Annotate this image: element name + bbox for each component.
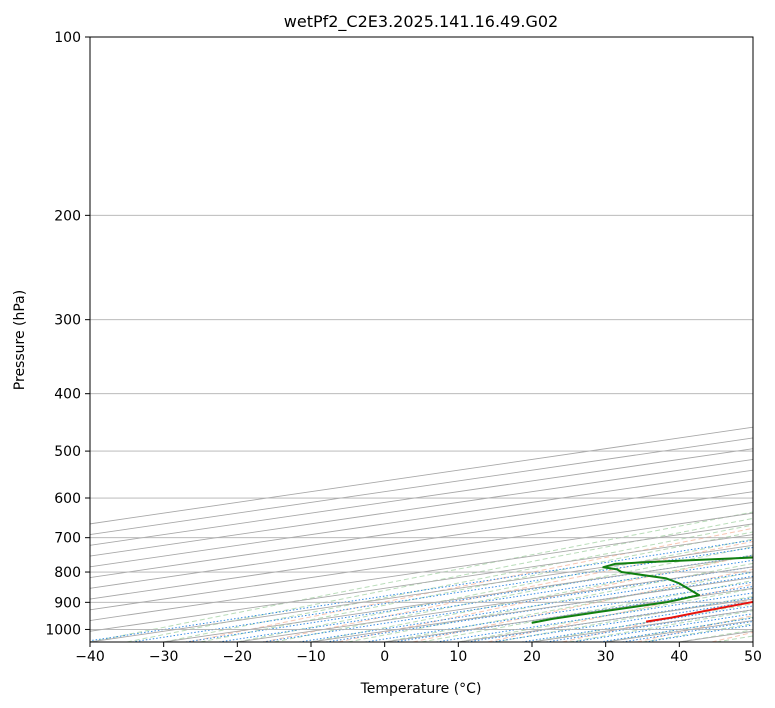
chart-title: wetPf2_C2E3.2025.141.16.49.G02 — [284, 12, 558, 32]
y-tick-label: 300 — [54, 313, 81, 329]
dry-adiabat-line — [188, 527, 753, 642]
mixing-ratio-line — [572, 613, 753, 642]
y-tick-label: 200 — [54, 208, 81, 224]
isotherm-line — [90, 458, 753, 557]
x-tick-label: 40 — [670, 649, 688, 665]
mixing-ratio-line — [262, 566, 753, 642]
isotherm-line — [90, 480, 753, 579]
x-tick-label: −40 — [75, 649, 105, 665]
mixing-ratio-line — [365, 581, 753, 642]
x-tick-label: 30 — [597, 649, 615, 665]
y-tick-label: 900 — [54, 595, 81, 611]
y-tick-label: 100 — [54, 30, 81, 46]
sounding-series — [531, 556, 753, 624]
x-tick-label: −10 — [296, 649, 326, 665]
y-axis-label: Pressure (hPa) — [12, 290, 28, 390]
dewpoint-profile-line — [531, 556, 753, 624]
mixing-ratio-line — [599, 617, 753, 642]
dry-adiabat-line — [562, 598, 753, 642]
isotherm-line — [90, 501, 753, 600]
x-axis-ticks: −40 −30 −20 −10 0 10 20 30 40 50 — [75, 642, 762, 665]
isotherm-line — [90, 448, 753, 546]
y-axis-ticks: 100 200 300 400 500 600 700 800 900 1000 — [45, 30, 90, 638]
isotherm-line — [90, 512, 753, 611]
plot-frame — [89, 36, 754, 643]
y-tick-label: 800 — [54, 565, 81, 581]
y-tick-label: 1000 — [45, 622, 81, 638]
x-tick-label: 0 — [380, 649, 389, 665]
mixing-ratio-line — [218, 559, 753, 642]
isotherm-line — [90, 534, 753, 632]
y-tick-label: 600 — [54, 491, 81, 507]
plot-area — [90, 37, 753, 642]
x-tick-label: 20 — [523, 649, 541, 665]
mixing-ratio-line — [299, 571, 753, 642]
grid-lines — [90, 37, 753, 642]
x-tick-label: −20 — [223, 649, 253, 665]
y-tick-label: 500 — [54, 444, 81, 460]
x-tick-label: 50 — [744, 649, 762, 665]
x-tick-label: 10 — [449, 649, 467, 665]
isotherm-line — [90, 491, 753, 589]
y-tick-label: 700 — [54, 531, 81, 547]
x-axis-label: Temperature (°C) — [360, 681, 482, 697]
x-tick-label: −30 — [149, 649, 179, 665]
isotherm-line — [90, 469, 753, 568]
mixing-ratio-line — [326, 575, 753, 642]
y-tick-label: 400 — [54, 387, 81, 403]
isotherm-line — [90, 523, 753, 621]
